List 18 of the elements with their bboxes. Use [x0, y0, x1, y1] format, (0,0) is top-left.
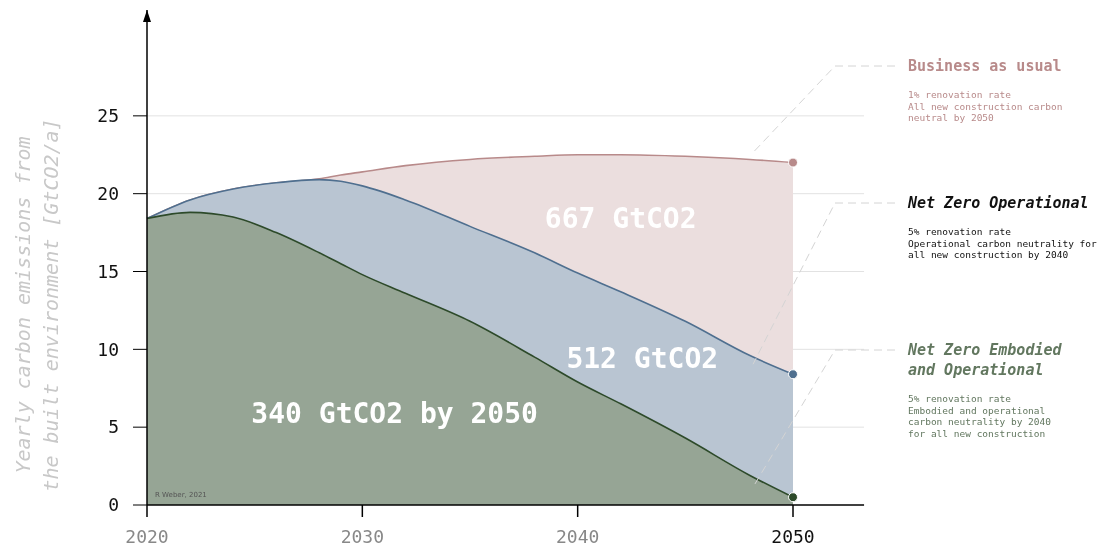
- x-tick-label: 2020: [125, 526, 169, 547]
- x-tick-label: 2030: [340, 526, 385, 547]
- text: 5% renovation rate Embodied and operational carbon neutrality by 2040 for all new construction: [908, 393, 1052, 439]
- y-tick-label: 20: [97, 182, 119, 204]
- y-tick-label: 0: [108, 494, 119, 516]
- annotation: 512 GtCO2: [566, 342, 719, 376]
- text: 5% renovation rate Operational carbon neutrality for all new construction by 2040: [908, 226, 1098, 260]
- x-tick-label: 2040: [555, 526, 600, 547]
- x-tick-label: 2050: [771, 526, 815, 547]
- text: Business as usual: [908, 57, 1062, 76]
- text: Net Zero Embodied and Operational: [907, 341, 1063, 380]
- text: 1% renovation rate All new construction carbon neutral by 2050: [908, 89, 1063, 123]
- text: Net Zero Operational: [907, 194, 1089, 213]
- y-tick-label: 25: [97, 105, 119, 127]
- y-tick-label: 10: [97, 338, 119, 360]
- y-tick-label: 5: [108, 416, 119, 438]
- y-tick-label: 15: [97, 260, 119, 282]
- annotation: 340 GtCO2 by 2050: [251, 396, 538, 430]
